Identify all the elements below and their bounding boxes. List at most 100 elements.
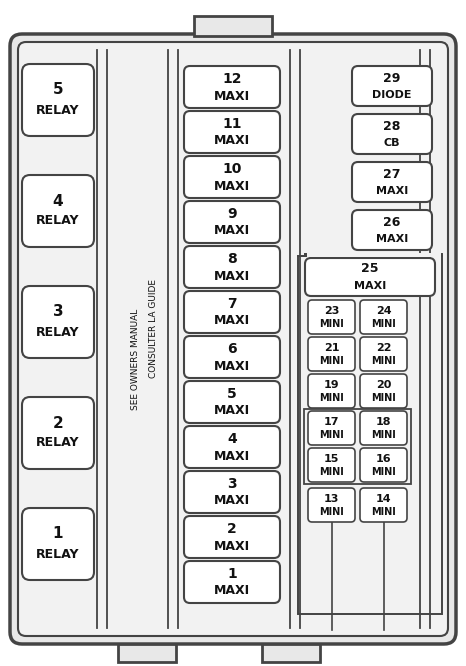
Text: DIODE: DIODE: [372, 90, 412, 100]
Text: MAXI: MAXI: [214, 494, 250, 507]
FancyBboxPatch shape: [308, 411, 355, 445]
FancyBboxPatch shape: [22, 64, 94, 136]
FancyBboxPatch shape: [352, 114, 432, 154]
Text: MINI: MINI: [371, 507, 396, 517]
Text: 8: 8: [227, 252, 237, 266]
FancyBboxPatch shape: [184, 111, 280, 153]
Text: MAXI: MAXI: [214, 404, 250, 418]
Text: 3: 3: [53, 304, 63, 320]
Text: CB: CB: [384, 138, 400, 148]
Bar: [307, 253, 440, 257]
Text: MINI: MINI: [371, 467, 396, 477]
Text: 26: 26: [384, 216, 401, 228]
Text: MINI: MINI: [371, 393, 396, 403]
FancyBboxPatch shape: [360, 374, 407, 408]
Text: MAXI: MAXI: [214, 270, 250, 282]
FancyBboxPatch shape: [184, 336, 280, 378]
Text: MAXI: MAXI: [214, 360, 250, 372]
Text: 7: 7: [227, 297, 237, 311]
Text: MINI: MINI: [319, 507, 344, 517]
FancyBboxPatch shape: [184, 426, 280, 468]
Text: RELAY: RELAY: [36, 326, 80, 338]
FancyBboxPatch shape: [184, 66, 280, 108]
Text: 4: 4: [53, 194, 63, 208]
Text: MAXI: MAXI: [214, 224, 250, 238]
Text: MINI: MINI: [371, 430, 396, 440]
Text: 19: 19: [324, 380, 339, 390]
Bar: [118, 644, 176, 662]
Text: MINI: MINI: [319, 319, 344, 329]
Text: 1: 1: [227, 567, 237, 581]
Text: 14: 14: [376, 494, 391, 504]
Text: MAXI: MAXI: [214, 539, 250, 553]
Text: 3: 3: [227, 477, 237, 491]
FancyBboxPatch shape: [184, 516, 280, 558]
Bar: [298, 256, 442, 614]
FancyBboxPatch shape: [18, 42, 448, 636]
Text: 13: 13: [324, 494, 339, 504]
Text: MINI: MINI: [319, 467, 344, 477]
Bar: [194, 16, 272, 36]
FancyBboxPatch shape: [360, 488, 407, 522]
Text: MINI: MINI: [319, 356, 344, 366]
Text: RELAY: RELAY: [36, 547, 80, 561]
FancyBboxPatch shape: [308, 374, 355, 408]
Text: MINI: MINI: [371, 356, 396, 366]
Text: 12: 12: [222, 72, 242, 86]
FancyBboxPatch shape: [308, 300, 355, 334]
Text: RELAY: RELAY: [36, 214, 80, 228]
FancyBboxPatch shape: [22, 286, 94, 358]
FancyBboxPatch shape: [184, 156, 280, 198]
Text: RELAY: RELAY: [36, 436, 80, 450]
Bar: [305, 254, 442, 256]
FancyBboxPatch shape: [308, 488, 355, 522]
Text: 15: 15: [324, 454, 339, 464]
Bar: [262, 644, 320, 662]
FancyBboxPatch shape: [360, 448, 407, 482]
Text: SEE OWNERS MANUAL: SEE OWNERS MANUAL: [131, 308, 141, 410]
Text: 29: 29: [384, 71, 401, 85]
Text: MAXI: MAXI: [214, 314, 250, 328]
FancyBboxPatch shape: [360, 337, 407, 371]
Text: MINI: MINI: [319, 430, 344, 440]
Bar: [304, 409, 411, 484]
FancyBboxPatch shape: [308, 337, 355, 371]
FancyBboxPatch shape: [22, 508, 94, 580]
Text: 5: 5: [227, 387, 237, 401]
FancyBboxPatch shape: [352, 162, 432, 202]
Text: 1: 1: [53, 527, 63, 541]
Text: 22: 22: [376, 343, 391, 353]
FancyBboxPatch shape: [184, 471, 280, 513]
Text: CONSULTER LA GUIDE: CONSULTER LA GUIDE: [150, 280, 158, 378]
FancyBboxPatch shape: [308, 448, 355, 482]
FancyBboxPatch shape: [184, 291, 280, 333]
FancyBboxPatch shape: [184, 246, 280, 288]
Text: MAXI: MAXI: [214, 135, 250, 147]
Text: 18: 18: [376, 417, 391, 427]
Text: MINI: MINI: [371, 319, 396, 329]
Text: 28: 28: [384, 119, 401, 133]
Text: MAXI: MAXI: [376, 186, 408, 196]
Text: MAXI: MAXI: [354, 281, 386, 291]
Text: 4: 4: [227, 432, 237, 446]
Text: 5: 5: [53, 83, 63, 97]
Text: MAXI: MAXI: [214, 89, 250, 103]
Text: 2: 2: [227, 522, 237, 536]
Text: 2: 2: [53, 416, 63, 430]
FancyBboxPatch shape: [22, 397, 94, 469]
FancyBboxPatch shape: [352, 210, 432, 250]
Text: 20: 20: [376, 380, 391, 390]
Text: 27: 27: [383, 168, 401, 180]
FancyBboxPatch shape: [184, 561, 280, 603]
Text: 10: 10: [222, 162, 242, 176]
Text: 21: 21: [324, 343, 339, 353]
Text: 9: 9: [227, 207, 237, 221]
Text: 17: 17: [324, 417, 339, 427]
Text: MAXI: MAXI: [376, 234, 408, 244]
Text: RELAY: RELAY: [36, 103, 80, 117]
FancyBboxPatch shape: [184, 381, 280, 423]
Text: MAXI: MAXI: [214, 180, 250, 192]
Text: 6: 6: [227, 342, 237, 356]
Text: MINI: MINI: [319, 393, 344, 403]
FancyBboxPatch shape: [22, 175, 94, 247]
